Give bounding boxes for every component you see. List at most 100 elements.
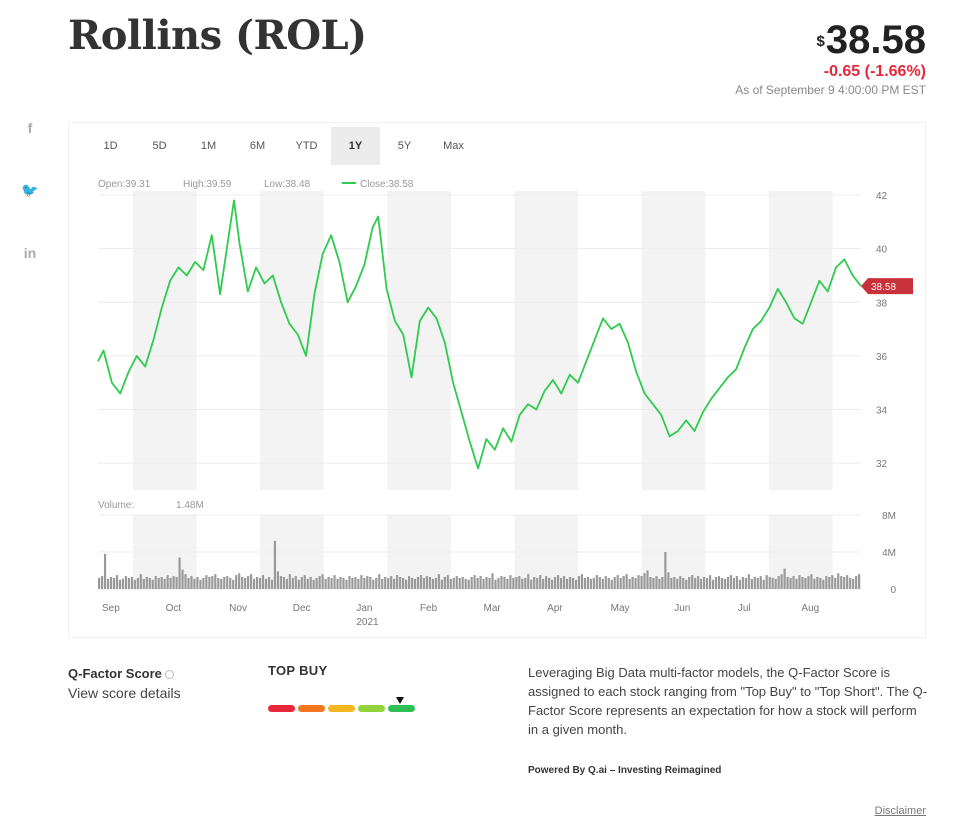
volume-bar <box>792 576 795 589</box>
volume-bar <box>479 576 482 589</box>
range-tab-max[interactable]: Max <box>443 140 464 152</box>
volume-bar <box>598 576 601 589</box>
volume-bar <box>247 576 250 589</box>
volume-bar <box>610 579 613 589</box>
volume-bar <box>369 576 372 589</box>
info-icon[interactable] <box>164 670 174 680</box>
volume-bar <box>706 577 709 589</box>
volume-bar <box>431 578 434 589</box>
volume-bar <box>562 576 566 589</box>
volume-bar <box>106 578 110 589</box>
volume-bar <box>342 577 345 589</box>
month-band <box>132 191 197 490</box>
month-tick-label: Jan <box>356 603 372 614</box>
price-tick-label: 40 <box>876 245 888 256</box>
volume-bar <box>738 579 741 589</box>
volume-bar <box>843 576 846 589</box>
price-value: 38.58 <box>825 18 926 62</box>
month-tick-label: Aug <box>801 603 819 614</box>
volume-bar <box>151 579 154 589</box>
volume-bar <box>387 577 390 589</box>
volume-bar <box>711 579 715 589</box>
range-tab-ytd[interactable]: YTD <box>295 140 318 152</box>
volume-bar <box>470 576 473 589</box>
linkedin-icon[interactable]: in <box>23 245 37 261</box>
volume-bar <box>819 577 822 589</box>
volume-bar <box>577 576 581 589</box>
volume-bar <box>625 574 628 589</box>
volume-bar <box>714 576 718 589</box>
month-band <box>514 191 579 490</box>
month-tick-label: Mar <box>484 603 502 614</box>
volume-bar <box>309 576 312 589</box>
volume-bar <box>464 578 467 589</box>
volume-bar <box>783 568 786 589</box>
facebook-icon[interactable]: f <box>27 120 33 136</box>
volume-bar <box>279 576 282 589</box>
volume-bar <box>244 577 247 589</box>
volume-bar <box>673 576 676 589</box>
volume-bar <box>202 577 205 589</box>
volume-bar <box>422 577 426 589</box>
range-tab-1m[interactable]: 1M <box>200 140 217 152</box>
range-tab-6m[interactable]: 6M <box>249 140 266 152</box>
volume-bar <box>521 578 524 589</box>
volume-tick-label: 8M <box>882 511 896 522</box>
volume-bar <box>241 576 244 589</box>
volume-bar <box>142 578 145 589</box>
volume-bar <box>333 575 336 589</box>
stock-price: $38.58 <box>735 18 926 62</box>
volume-bar <box>834 577 837 589</box>
volume-bar <box>565 578 569 589</box>
volume-bar <box>282 576 285 589</box>
volume-bar <box>327 576 330 589</box>
volume-bar <box>446 575 449 589</box>
volume-bar <box>708 575 712 589</box>
volume-bar <box>527 574 530 589</box>
volume-bar <box>726 576 730 589</box>
range-tab-5y[interactable]: 5Y <box>397 140 412 152</box>
volume-bar <box>494 579 497 589</box>
month-tick-label: Sep <box>102 603 120 614</box>
volume-bar <box>545 576 548 589</box>
volume-bar <box>559 577 563 589</box>
volume-bar <box>455 576 458 589</box>
volume-bar <box>753 576 756 589</box>
volume-bar <box>98 577 101 589</box>
volume-bar <box>637 575 640 589</box>
disclaimer-link[interactable]: Disclaimer <box>874 805 926 817</box>
range-tab-1y[interactable]: 1Y <box>331 127 380 165</box>
view-score-details-link[interactable]: View score details <box>68 685 181 701</box>
volume-bar <box>276 571 280 589</box>
volume-bar <box>500 576 503 589</box>
volume-bar <box>804 577 807 589</box>
month-band <box>641 191 706 490</box>
volume-label: Volume: <box>98 500 134 511</box>
volume-bar <box>205 575 208 589</box>
legend-low: Low:38.48 <box>264 179 311 190</box>
volume-bar <box>291 577 294 589</box>
twitter-icon[interactable]: 🐦 <box>21 182 39 198</box>
volume-bar <box>694 577 697 589</box>
volume-bar <box>828 576 831 589</box>
volume-bar <box>473 575 476 589</box>
range-tab-5d[interactable]: 5D <box>152 140 167 152</box>
volume-bar <box>264 578 268 589</box>
volume-bar <box>491 573 494 589</box>
volume-bar <box>732 577 736 589</box>
volume-bar <box>232 579 235 589</box>
volume-bar <box>810 574 813 589</box>
volume-bar <box>187 577 190 589</box>
volume-bar <box>831 575 834 589</box>
volume-bar <box>580 574 584 589</box>
month-band <box>260 191 324 490</box>
range-tab-1d[interactable]: 1D <box>103 140 118 152</box>
volume-bar <box>196 576 199 589</box>
volume-bar <box>363 577 366 589</box>
volume-bar <box>840 576 843 589</box>
volume-bar <box>211 576 214 589</box>
volume-bar <box>124 576 128 589</box>
volume-bar <box>318 576 321 589</box>
volume-bar <box>312 579 315 589</box>
volume-bar <box>741 576 744 589</box>
